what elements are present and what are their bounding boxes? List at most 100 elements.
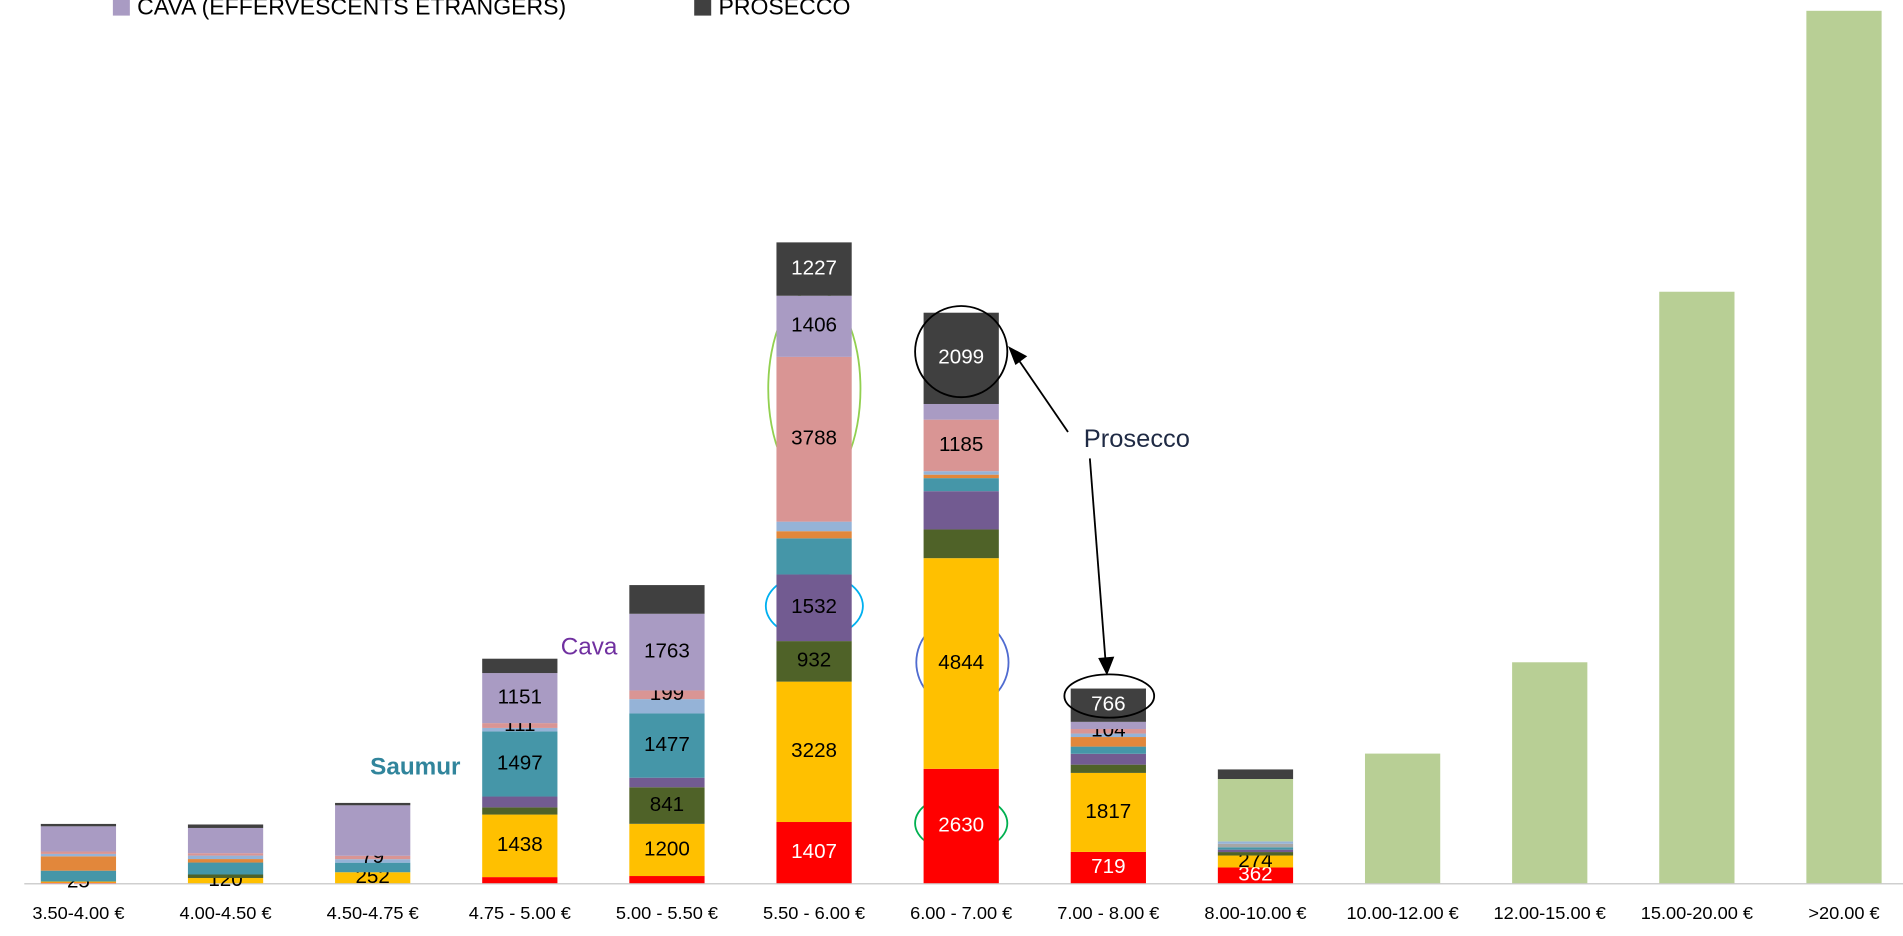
data-label: 3228 (791, 739, 837, 762)
highlight (914, 305, 1009, 399)
bar-segment (40, 856, 117, 871)
bar-segment (482, 723, 558, 728)
bar-segment (1364, 753, 1441, 884)
bar-segment (187, 874, 264, 878)
bar-segment (776, 521, 852, 532)
x-tick-label: 4.50-4.75 € (327, 903, 419, 923)
arrow-head (1098, 656, 1115, 676)
bar-segment (1217, 778, 1294, 842)
bar-segment (776, 356, 852, 522)
legend-label: PROSECCO (718, 0, 850, 19)
bar-segment (776, 538, 852, 575)
data-label: 766 (1091, 693, 1125, 716)
bar-segment (1070, 729, 1146, 734)
bar-segment (40, 881, 117, 883)
bar-segment (482, 807, 558, 815)
data-label: 1817 (1085, 800, 1131, 823)
legend-swatch (112, 0, 130, 16)
bar-segment (629, 823, 705, 877)
bar-segment (629, 777, 705, 788)
x-tick-label: 3.50-4.00 € (32, 903, 124, 923)
bar-segment (1070, 733, 1146, 738)
bar-segment (187, 877, 264, 884)
data-label: 1532 (791, 595, 837, 618)
bar-segment (1806, 10, 1882, 884)
x-tick-label: 5.00 - 5.50 € (616, 903, 718, 923)
bar-segment (40, 823, 117, 827)
bar-segment (187, 859, 264, 863)
data-label: 1185 (939, 433, 983, 456)
bar-segment (629, 876, 705, 884)
bar-segment (187, 855, 264, 860)
data-label: 719 (1091, 855, 1125, 878)
data-label: 1200 (644, 837, 690, 860)
bar-segment (629, 613, 705, 691)
legend-label: CAVA (EFFERVESCENTS ETRANGERS) (137, 0, 566, 19)
data-label: 1438 (497, 833, 543, 856)
x-tick-label: 15.00-20.00 € (1641, 903, 1753, 923)
bar-segment (40, 870, 117, 882)
bar-segment (482, 658, 558, 674)
bar-segment (776, 295, 852, 357)
data-label: 1227 (791, 257, 837, 280)
bar-segment (1217, 852, 1294, 856)
x-tick-label: 6.00 - 7.00 € (910, 903, 1012, 923)
bar-segment (1217, 855, 1294, 868)
arrow (1016, 357, 1069, 433)
bar-segment (482, 727, 558, 732)
bar-segment (1070, 772, 1146, 852)
arrow (1088, 458, 1107, 663)
data-label: 1497 (497, 751, 543, 774)
bar-segment (629, 690, 705, 700)
bar-segment (923, 491, 999, 530)
bar-segment (187, 862, 264, 875)
bar-segment (1659, 291, 1735, 884)
bar-segment (923, 471, 999, 475)
bar-segment (1070, 721, 1146, 730)
bar-segment (482, 877, 558, 884)
bar-segment (482, 796, 558, 808)
bar-segment (776, 242, 852, 296)
bar-segment (40, 882, 117, 884)
x-tick-label: 7.00 - 8.00 € (1057, 903, 1159, 923)
highlight (1063, 673, 1156, 719)
bar-segment (1070, 688, 1146, 722)
bar-segment (776, 681, 852, 823)
data-label: 1763 (644, 640, 690, 663)
arrow-head (1008, 346, 1028, 366)
bar-segment (1070, 851, 1146, 884)
bar-segment (776, 531, 852, 539)
x-tick-label: >20.00 € (1808, 903, 1879, 923)
bar-segment (1217, 841, 1294, 844)
data-label: 3788 (791, 427, 837, 450)
bar-segment (776, 574, 852, 642)
bar-segment (1512, 662, 1588, 884)
bar-segment (187, 853, 264, 856)
bar-segment (335, 872, 411, 884)
bar-segment (187, 827, 264, 854)
bar-segment (482, 731, 558, 797)
data-label: 841 (650, 793, 684, 816)
data-label: 932 (797, 649, 831, 672)
bar-segment (1217, 843, 1294, 848)
bar-segment (923, 558, 999, 769)
annotation: Cava (561, 633, 618, 660)
x-tick-label: 8.00-10.00 € (1204, 903, 1306, 923)
bar-segment (40, 853, 117, 857)
bar-segment (335, 805, 411, 856)
prosecco-callout (914, 305, 1156, 719)
bar-segment (482, 814, 558, 878)
data-label: 2630 (938, 814, 984, 837)
data-label: 1477 (644, 733, 690, 756)
annotation: Saumur (370, 753, 461, 780)
bar-segment (923, 768, 999, 884)
bar-segment (629, 787, 705, 824)
bar-segment (629, 713, 705, 778)
bar-segment (335, 859, 411, 863)
bar-segment (923, 419, 999, 472)
x-tick-label: 5.50 - 6.00 € (763, 903, 865, 923)
x-tick-label: 12.00-15.00 € (1494, 903, 1606, 923)
data-label: 362 (1238, 863, 1272, 886)
legend-swatch (694, 0, 712, 16)
